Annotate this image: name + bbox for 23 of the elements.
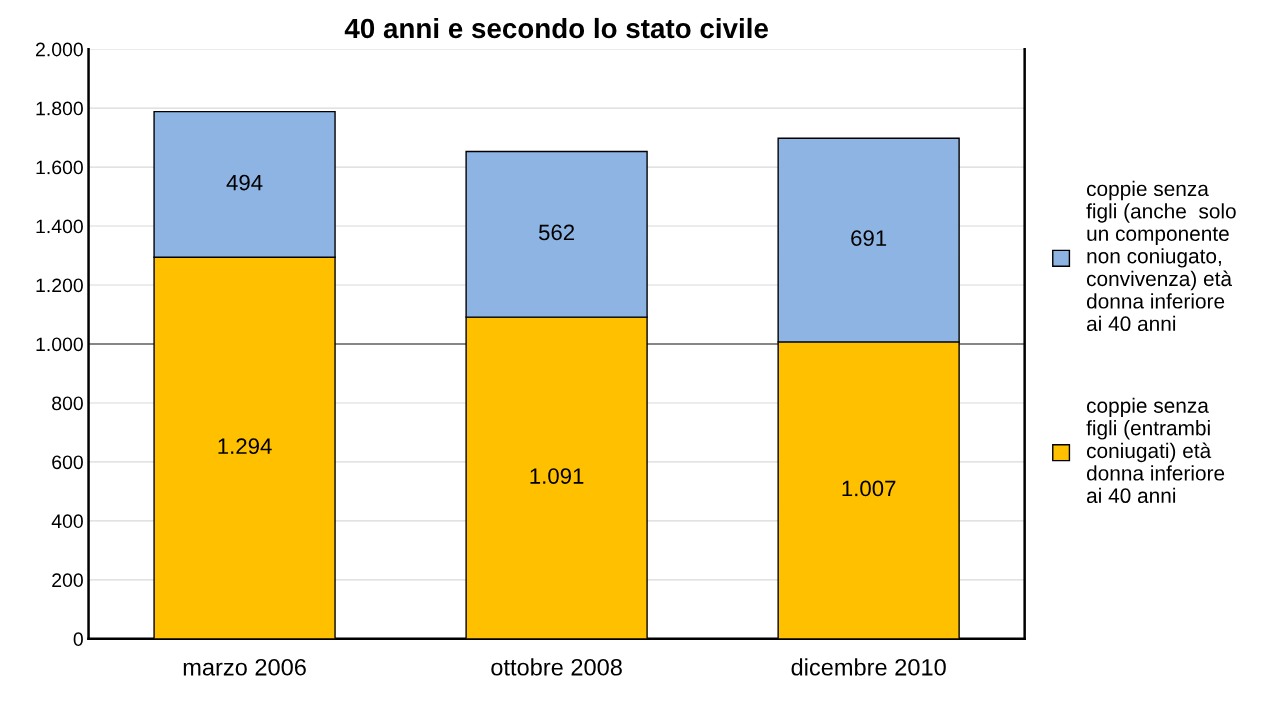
x-tick-label: dicembre 2010 (791, 658, 946, 676)
data-label: 1.294 (218, 438, 272, 455)
y-tick-label: 400 (51, 514, 83, 529)
data-label: 494 (226, 174, 263, 191)
y-tick-label: 800 (52, 396, 83, 411)
y-tick-label: 1.000 (36, 337, 83, 352)
y-tick-label: 2.000 (36, 42, 83, 57)
y-tick-label: 0 (73, 632, 83, 647)
legend-label: coppie senza figli (anche solo un componente non coniugato, convivenza) età donna inferiore ai 40 anni (1086, 180, 1236, 332)
data-label: 1.091 (530, 468, 584, 484)
y-tick-label: 1.200 (36, 278, 83, 293)
data-label: 562 (538, 224, 575, 241)
data-label: 691 (851, 230, 887, 247)
chart-title: 40 anni e secondo lo stato civile (344, 17, 768, 39)
x-tick-label: ottobre 2008 (491, 658, 622, 676)
legend-label: coppie senza figli (entrambi coniugati) età donna inferiore ai 40 anni (1086, 397, 1225, 504)
y-tick-label: 1.400 (36, 219, 83, 234)
y-tick-label: 600 (52, 455, 83, 470)
y-tick-label: 1.800 (36, 101, 83, 116)
y-tick-label: 200 (52, 573, 83, 588)
x-tick-label: marzo 2006 (183, 658, 306, 676)
data-label: 1.007 (842, 480, 896, 497)
y-tick-label: 1.600 (36, 160, 83, 175)
